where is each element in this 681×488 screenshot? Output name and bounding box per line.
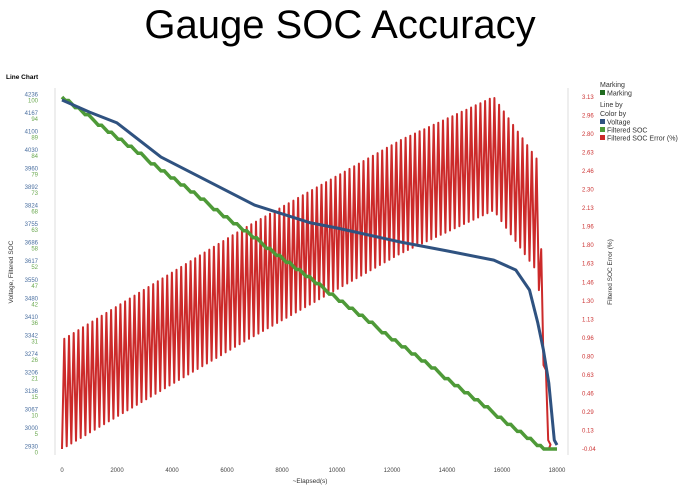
- y-axis-right-label: Filtered SOC Error (%): [607, 239, 614, 305]
- y-left-soc-tick: 89: [31, 136, 38, 142]
- x-tick: 0: [60, 468, 64, 474]
- y-left-voltage-tick: 3274: [25, 352, 39, 358]
- voltage-series-line: [61, 98, 559, 446]
- y-right-tick: 2.13: [582, 206, 594, 212]
- y-left-voltage-tick: 3824: [25, 204, 39, 210]
- y-right-tick: 1.63: [582, 262, 594, 268]
- x-tick: 2000: [110, 468, 124, 474]
- y-right-tick: 2.96: [582, 114, 594, 120]
- chart-title: Line Chart: [6, 74, 39, 81]
- legend-line-by: Line by: [600, 102, 623, 109]
- y-right-tick: 2.30: [582, 188, 594, 194]
- y-left-soc-tick: 79: [31, 173, 38, 179]
- legend-swatch-soc: [600, 127, 605, 132]
- y-right-tick: 0.46: [582, 391, 594, 397]
- legend-item-voltage[interactable]: Voltage: [607, 120, 630, 127]
- y-left-voltage-tick: 3410: [25, 315, 39, 321]
- x-tick: 18000: [549, 468, 566, 474]
- y-left-voltage-tick: 3342: [25, 333, 39, 339]
- y-left-voltage-tick: 3892: [25, 185, 39, 191]
- y-left-soc-tick: 10: [31, 413, 38, 419]
- page-title: Gauge SOC Accuracy: [144, 3, 535, 47]
- y-left-voltage-tick: 3960: [25, 167, 39, 173]
- y-left-soc-tick: 100: [28, 99, 39, 105]
- y-right-tick: 0.63: [582, 373, 594, 379]
- legend-marking-item[interactable]: Marking: [607, 91, 632, 98]
- y-left-soc-tick: 15: [31, 395, 38, 401]
- y-left-voltage-tick: 3067: [25, 407, 39, 413]
- soc-series-line: [60, 95, 557, 451]
- y-left-voltage-tick: 4030: [25, 148, 39, 154]
- y-left-voltage-tick: 3136: [25, 389, 39, 395]
- y-left-voltage-tick: 4167: [25, 111, 39, 117]
- y-left-voltage-tick: 2930: [25, 445, 39, 451]
- y-axis-left-label: Voltage, Filtered SOC: [8, 240, 15, 303]
- x-tick: 12000: [384, 468, 401, 474]
- y-left-voltage-tick: 3686: [25, 241, 39, 247]
- y-left-soc-tick: 73: [31, 191, 38, 197]
- x-tick: 10000: [329, 468, 346, 474]
- y-left-soc-tick: 21: [31, 376, 38, 382]
- x-tick: 6000: [220, 468, 234, 474]
- y-left-soc-tick: 63: [31, 228, 38, 234]
- y-left-voltage-tick: 4100: [25, 130, 39, 136]
- error-series-line: [61, 97, 552, 450]
- y-left-voltage-tick: 3755: [25, 222, 39, 228]
- y-left-soc-tick: 47: [31, 284, 38, 290]
- y-left-voltage-tick: 3000: [25, 426, 39, 432]
- y-left-soc-tick: 5: [35, 432, 39, 438]
- y-right-tick: 0.80: [582, 354, 594, 360]
- y-right-tick: 0.29: [582, 410, 594, 416]
- legend-color-by: Color by: [600, 111, 627, 118]
- y-left-soc-tick: 42: [31, 302, 38, 308]
- y-left-soc-tick: 68: [31, 210, 38, 216]
- y-left-soc-tick: 36: [31, 321, 38, 327]
- legend-marking-title: Marking: [600, 82, 625, 89]
- y-left-voltage-tick: 3206: [25, 370, 39, 376]
- x-tick: 8000: [275, 468, 289, 474]
- legend-marking-swatch: [600, 90, 605, 95]
- y-left-soc-tick: 31: [31, 339, 38, 345]
- y-right-tick: 1.80: [582, 243, 594, 249]
- y-right-tick: 2.46: [582, 169, 594, 175]
- y-left-voltage-tick: 3550: [25, 278, 39, 284]
- y-left-soc-tick: 0: [35, 451, 39, 457]
- legend-swatch-error: [600, 135, 605, 140]
- y-left-voltage-tick: 4236: [25, 93, 39, 99]
- y-right-tick: 2.63: [582, 151, 594, 157]
- y-right-tick: 0.13: [582, 428, 594, 434]
- y-left-soc-tick: 58: [31, 247, 38, 253]
- x-tick: 16000: [494, 468, 511, 474]
- x-tick: 4000: [165, 468, 179, 474]
- y-left-soc-tick: 52: [31, 265, 38, 271]
- y-right-tick: 1.96: [582, 225, 594, 231]
- legend-item-error[interactable]: Filtered SOC Error (%): [607, 136, 678, 143]
- legend-swatch-voltage: [600, 119, 605, 124]
- y-right-tick: 1.46: [582, 280, 594, 286]
- y-left-soc-tick: 26: [31, 358, 38, 364]
- y-right-tick: 3.13: [582, 95, 594, 101]
- y-left-soc-tick: 84: [31, 154, 38, 160]
- y-right-tick: 0.96: [582, 336, 594, 342]
- y-right-tick: 1.13: [582, 317, 594, 323]
- y-left-voltage-tick: 3617: [25, 259, 39, 265]
- y-right-tick: -0.04: [582, 447, 596, 453]
- x-axis-label: ~Elapsed(s): [293, 478, 328, 485]
- y-right-tick: 2.80: [582, 132, 594, 138]
- y-left-soc-tick: 94: [31, 117, 38, 123]
- legend: Marking Marking Line by Color by Voltage…: [600, 82, 678, 143]
- y-right-tick: 1.30: [582, 299, 594, 305]
- legend-item-soc[interactable]: Filtered SOC: [607, 128, 647, 135]
- y-left-voltage-tick: 3480: [25, 296, 39, 302]
- x-tick: 14000: [439, 468, 456, 474]
